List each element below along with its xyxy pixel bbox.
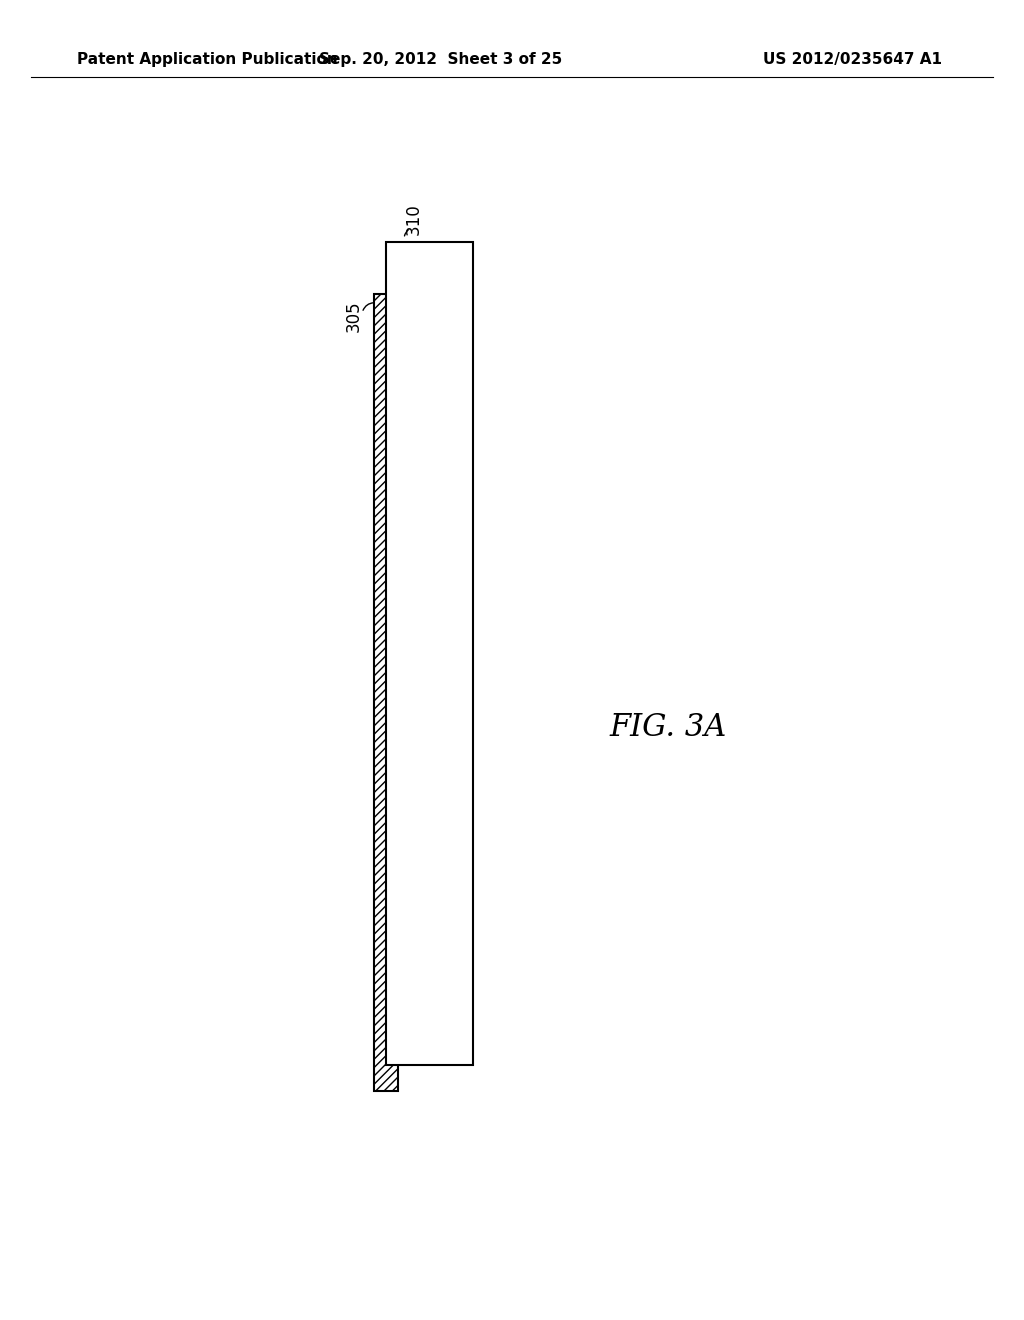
Text: Sep. 20, 2012  Sheet 3 of 25: Sep. 20, 2012 Sheet 3 of 25 bbox=[318, 51, 562, 67]
Text: 305: 305 bbox=[345, 300, 364, 331]
Text: FIG. 3A: FIG. 3A bbox=[609, 711, 726, 743]
Text: Patent Application Publication: Patent Application Publication bbox=[77, 51, 338, 67]
Text: 310: 310 bbox=[404, 203, 423, 235]
Text: US 2012/0235647 A1: US 2012/0235647 A1 bbox=[763, 51, 942, 67]
Bar bbox=[386, 242, 473, 1065]
Bar bbox=[374, 293, 397, 1092]
